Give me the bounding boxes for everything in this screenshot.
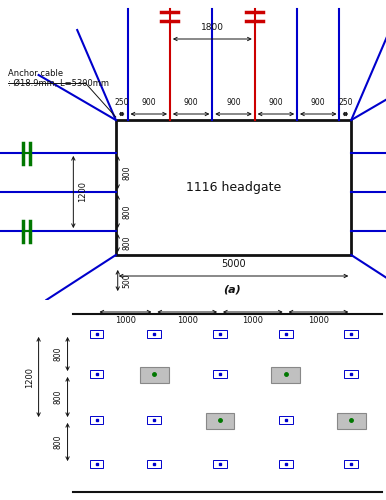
Text: 800: 800 xyxy=(122,236,131,250)
Text: 900: 900 xyxy=(226,98,241,108)
Text: 250: 250 xyxy=(338,98,353,108)
Text: 250: 250 xyxy=(114,98,129,108)
Text: 1800: 1800 xyxy=(201,24,224,32)
Text: 1000: 1000 xyxy=(177,316,198,326)
Text: 800: 800 xyxy=(54,434,63,449)
Bar xyxy=(90,416,103,424)
Text: 900: 900 xyxy=(311,98,326,108)
Bar xyxy=(147,460,161,468)
Text: 1200: 1200 xyxy=(78,182,87,203)
Bar xyxy=(116,120,351,255)
Bar xyxy=(147,330,161,338)
Text: Anchor cable
: Ø18.9mm, L=5300mm: Anchor cable : Ø18.9mm, L=5300mm xyxy=(8,69,109,88)
Text: 1000: 1000 xyxy=(308,316,329,326)
Bar xyxy=(90,330,103,338)
Text: 1000: 1000 xyxy=(242,316,263,326)
Text: 1116 headgate: 1116 headgate xyxy=(186,181,281,194)
Text: 5000: 5000 xyxy=(221,260,246,270)
Bar xyxy=(140,366,169,383)
Bar xyxy=(279,330,293,338)
Text: 900: 900 xyxy=(184,98,198,108)
Text: 900: 900 xyxy=(141,98,156,108)
Text: 800: 800 xyxy=(54,347,63,361)
Bar xyxy=(344,370,358,378)
Bar xyxy=(337,412,366,429)
Bar xyxy=(90,460,103,468)
Bar xyxy=(271,366,300,383)
Bar xyxy=(147,416,161,424)
Bar xyxy=(213,460,227,468)
Bar xyxy=(344,330,358,338)
Text: 800: 800 xyxy=(54,390,63,404)
Text: 1000: 1000 xyxy=(115,316,136,326)
Text: 900: 900 xyxy=(269,98,283,108)
Bar xyxy=(90,370,103,378)
Text: 800: 800 xyxy=(122,204,131,219)
Text: 500: 500 xyxy=(122,273,131,288)
Bar xyxy=(279,416,293,424)
Bar xyxy=(344,460,358,468)
Text: 800: 800 xyxy=(122,165,131,180)
Bar xyxy=(205,412,234,429)
Text: (a): (a) xyxy=(223,284,240,294)
Bar xyxy=(213,370,227,378)
Bar xyxy=(213,330,227,338)
Text: 1200: 1200 xyxy=(25,366,34,388)
Bar xyxy=(279,460,293,468)
